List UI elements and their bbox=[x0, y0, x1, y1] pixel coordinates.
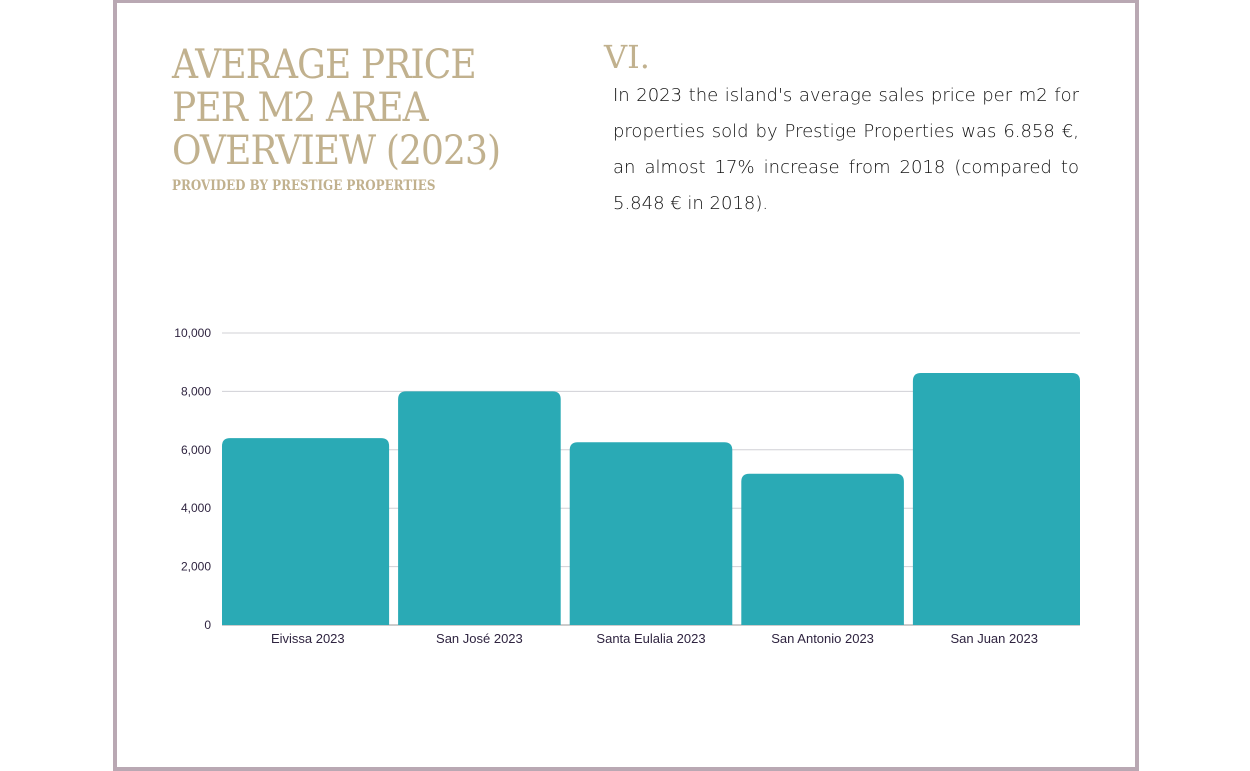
section-number: VI. bbox=[604, 38, 650, 76]
title-line: overview (2023) bbox=[172, 128, 501, 174]
bar bbox=[741, 473, 904, 625]
y-tick-label: 6,000 bbox=[181, 443, 211, 457]
bar bbox=[569, 442, 733, 625]
bar bbox=[912, 373, 1080, 625]
x-tick-label: Eivissa 2023 bbox=[271, 631, 345, 646]
bar bbox=[222, 438, 390, 625]
y-tick-label: 8,000 bbox=[181, 384, 211, 398]
x-tick-label: Santa Eulalia 2023 bbox=[596, 631, 705, 646]
y-tick-label: 2,000 bbox=[181, 560, 211, 574]
x-tick-label: San Juan 2023 bbox=[950, 631, 1037, 646]
summary-paragraph: In 2023 the island's average sales price… bbox=[613, 85, 1079, 214]
page-title: Average price per m2 area overview (2023… bbox=[172, 44, 572, 173]
title-line: per m2 area bbox=[172, 85, 429, 131]
y-tick-label: 0 bbox=[204, 618, 211, 632]
y-tick-label: 10,000 bbox=[174, 326, 211, 340]
title-line: Average price bbox=[172, 42, 477, 88]
subtitle: PROVIDED BY PRESTIGE PROPERTIES bbox=[172, 178, 436, 194]
y-tick-label: 4,000 bbox=[181, 501, 211, 515]
x-tick-label: San Antonio 2023 bbox=[771, 631, 874, 646]
bar bbox=[398, 391, 561, 625]
x-tick-label: San José 2023 bbox=[436, 631, 523, 646]
